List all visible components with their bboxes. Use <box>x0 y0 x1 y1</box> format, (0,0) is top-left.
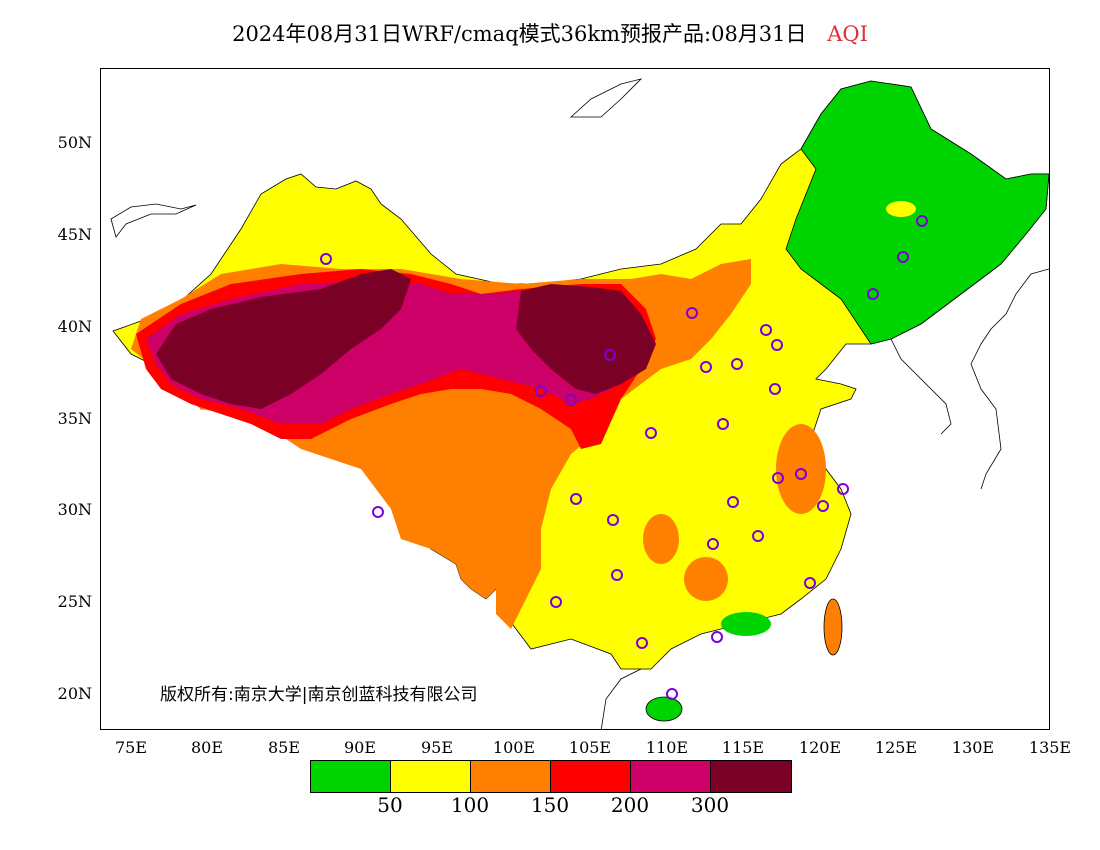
station-marker <box>769 383 781 395</box>
station-marker <box>611 569 623 581</box>
lon-label: 85E <box>267 738 301 757</box>
station-marker <box>535 385 547 397</box>
station-marker <box>570 493 582 505</box>
legend-bin-4 <box>631 761 711 792</box>
legend-tick: 300 <box>690 793 730 817</box>
lat-label: 40N <box>57 317 92 336</box>
station-marker <box>700 361 712 373</box>
lon-label: 95E <box>420 738 454 757</box>
station-marker <box>837 483 849 495</box>
lat-label: 45N <box>57 225 92 244</box>
lon-label: 105E <box>568 738 612 757</box>
guangdong-green-patch <box>721 612 771 636</box>
south-orange-patch-1 <box>684 557 728 601</box>
lon-label: 75E <box>114 738 148 757</box>
legend-tick: 50 <box>377 793 403 817</box>
legend-bin-2 <box>471 761 551 792</box>
lat-label: 50N <box>57 133 92 152</box>
lat-label: 25N <box>57 592 92 611</box>
coastline-north <box>569 78 643 118</box>
station-marker <box>711 631 723 643</box>
station-markers <box>320 215 928 700</box>
lon-label: 90E <box>343 738 377 757</box>
coastline-southeast-asia <box>600 668 642 729</box>
title-text: 2024年08月31日WRF/cmaq模式36km预报产品:08月31日 <box>232 22 807 46</box>
coastline-japan <box>970 268 1049 490</box>
lon-label: 120E <box>798 738 842 757</box>
title-variable: AQI <box>827 22 868 46</box>
station-marker <box>320 253 332 265</box>
lat-label: 20N <box>57 684 92 703</box>
lon-label: 125E <box>874 738 918 757</box>
legend-bin-5 <box>711 761 791 792</box>
lon-label: 110E <box>645 738 689 757</box>
station-marker <box>771 339 783 351</box>
station-marker <box>760 324 772 336</box>
station-marker <box>772 472 784 484</box>
station-marker <box>666 688 678 700</box>
legend-bin-3 <box>551 761 631 792</box>
station-marker <box>636 637 648 649</box>
ordos-region-darkred <box>516 284 656 394</box>
lat-label: 35N <box>57 409 92 428</box>
south-orange-patch-2 <box>643 514 679 564</box>
station-marker <box>645 427 657 439</box>
northeast-region-green <box>785 80 1049 345</box>
station-marker <box>686 307 698 319</box>
coastline-balkhash <box>110 203 197 238</box>
northeast-yellow-patch <box>886 201 916 217</box>
legend-tick: 150 <box>530 793 570 817</box>
station-marker <box>565 394 577 406</box>
station-marker <box>731 358 743 370</box>
lon-label: 135E <box>1028 738 1072 757</box>
taiwan-island <box>823 598 843 656</box>
station-marker <box>817 500 829 512</box>
map-title: 2024年08月31日WRF/cmaq模式36km预报产品:08月31日 AQI <box>0 18 1100 48</box>
coastline-korea <box>890 338 952 435</box>
station-marker <box>752 530 764 542</box>
aqi-color-legend <box>310 760 792 793</box>
map-panel <box>100 68 1050 730</box>
lat-label: 30N <box>57 500 92 519</box>
station-marker <box>707 538 719 550</box>
legend-tick: 100 <box>450 793 490 817</box>
station-marker <box>604 349 616 361</box>
lon-label: 115E <box>721 738 765 757</box>
copyright-text: 版权所有:南京大学|南京创蓝科技有限公司 <box>160 685 478 705</box>
station-marker <box>372 506 384 518</box>
lon-label: 130E <box>951 738 995 757</box>
legend-bin-0 <box>311 761 391 792</box>
hainan-island-green <box>645 696 683 722</box>
aqi-map <box>110 78 1049 729</box>
legend-tick: 200 <box>610 793 650 817</box>
station-marker <box>916 215 928 227</box>
station-marker <box>607 514 619 526</box>
station-marker <box>897 251 909 263</box>
station-marker <box>550 596 562 608</box>
station-marker <box>867 288 879 300</box>
tarim-region-darkred <box>156 269 411 409</box>
station-marker <box>795 468 807 480</box>
station-marker <box>727 496 739 508</box>
legend-bin-1 <box>391 761 471 792</box>
lon-label: 100E <box>492 738 536 757</box>
station-marker <box>804 577 816 589</box>
station-marker <box>717 418 729 430</box>
lon-label: 80E <box>190 738 224 757</box>
